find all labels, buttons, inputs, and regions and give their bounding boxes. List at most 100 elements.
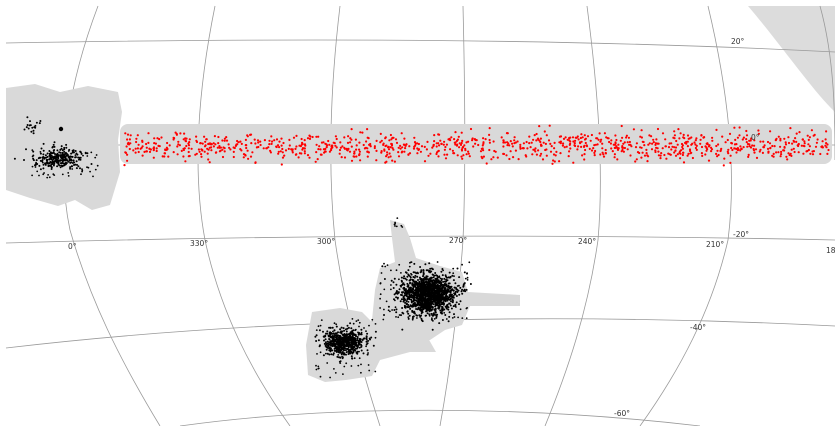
map-point bbox=[384, 136, 387, 139]
map-point bbox=[152, 149, 155, 152]
map-point bbox=[438, 322, 441, 325]
map-point bbox=[341, 352, 344, 354]
map-point bbox=[180, 149, 183, 152]
map-point bbox=[449, 293, 452, 296]
map-point bbox=[569, 136, 572, 139]
map-point bbox=[448, 302, 451, 305]
map-point bbox=[244, 138, 247, 141]
map-point bbox=[654, 143, 657, 146]
label-dec-m20: -20° bbox=[733, 230, 749, 239]
map-point bbox=[390, 269, 392, 272]
map-point bbox=[374, 336, 377, 339]
map-point bbox=[420, 312, 423, 315]
map-point bbox=[762, 140, 765, 143]
map-point bbox=[391, 147, 394, 150]
map-point bbox=[420, 314, 422, 317]
map-point bbox=[135, 137, 138, 140]
map-point bbox=[56, 165, 59, 168]
map-point bbox=[689, 149, 692, 153]
map-point bbox=[574, 144, 577, 148]
map-point bbox=[593, 144, 596, 147]
map-point bbox=[347, 353, 350, 355]
map-point bbox=[477, 143, 480, 147]
map-point bbox=[821, 140, 824, 143]
map-point bbox=[275, 138, 279, 141]
map-point bbox=[39, 151, 42, 153]
map-point bbox=[416, 152, 419, 155]
map-point bbox=[390, 144, 394, 147]
map-point bbox=[328, 326, 331, 329]
map-point bbox=[63, 148, 66, 151]
map-point bbox=[340, 156, 343, 159]
map-point bbox=[31, 126, 34, 129]
map-point bbox=[70, 161, 73, 164]
map-point bbox=[429, 152, 432, 155]
map-point bbox=[123, 164, 126, 167]
map-point bbox=[42, 153, 45, 156]
map-point bbox=[496, 156, 499, 159]
map-point bbox=[428, 290, 430, 293]
map-point bbox=[426, 306, 429, 309]
map-point bbox=[432, 144, 435, 148]
map-point bbox=[674, 149, 677, 152]
map-point bbox=[693, 141, 696, 144]
map-point bbox=[460, 155, 463, 158]
map-point bbox=[55, 157, 58, 159]
map-point bbox=[469, 127, 473, 131]
map-point bbox=[295, 153, 298, 156]
map-point bbox=[38, 174, 40, 177]
map-point bbox=[680, 149, 683, 152]
map-point bbox=[441, 319, 444, 321]
map-point bbox=[351, 347, 354, 350]
map-point bbox=[77, 156, 80, 159]
map-point bbox=[360, 344, 363, 347]
map-point bbox=[71, 162, 74, 164]
map-point bbox=[387, 156, 390, 159]
map-point bbox=[465, 153, 468, 156]
map-point bbox=[443, 148, 446, 151]
map-point bbox=[345, 362, 348, 365]
map-point bbox=[383, 149, 386, 152]
map-point bbox=[419, 309, 422, 312]
map-point bbox=[445, 283, 448, 286]
map-point bbox=[488, 127, 491, 130]
map-point bbox=[517, 158, 520, 161]
map-point bbox=[783, 137, 786, 140]
map-point bbox=[452, 279, 455, 282]
map-point bbox=[750, 137, 753, 140]
map-point bbox=[350, 355, 353, 358]
map-point bbox=[448, 271, 451, 274]
map-point bbox=[306, 137, 310, 140]
map-point bbox=[390, 284, 392, 286]
map-point bbox=[343, 156, 347, 159]
map-point bbox=[779, 137, 782, 140]
map-point bbox=[513, 136, 516, 139]
map-point bbox=[803, 142, 806, 145]
map-point bbox=[708, 144, 711, 147]
map-point bbox=[739, 145, 742, 148]
map-point bbox=[650, 148, 654, 151]
map-point bbox=[780, 150, 783, 153]
map-point bbox=[314, 160, 317, 163]
map-point bbox=[79, 167, 81, 170]
map-point bbox=[539, 137, 543, 140]
map-point bbox=[422, 269, 425, 272]
map-point bbox=[39, 152, 42, 155]
map-point bbox=[695, 144, 698, 147]
map-point bbox=[601, 147, 604, 150]
map-point bbox=[455, 295, 458, 297]
map-point bbox=[301, 148, 304, 151]
map-point bbox=[432, 313, 435, 315]
map-point bbox=[214, 143, 217, 146]
map-point bbox=[49, 160, 52, 163]
map-point bbox=[52, 143, 55, 146]
map-point bbox=[431, 289, 434, 292]
map-point bbox=[395, 225, 398, 228]
map-point bbox=[457, 135, 460, 138]
map-point bbox=[382, 142, 385, 145]
map-point bbox=[448, 285, 451, 288]
map-point bbox=[432, 296, 435, 299]
map-point bbox=[640, 146, 643, 149]
map-point bbox=[369, 338, 371, 341]
map-point bbox=[26, 116, 29, 119]
